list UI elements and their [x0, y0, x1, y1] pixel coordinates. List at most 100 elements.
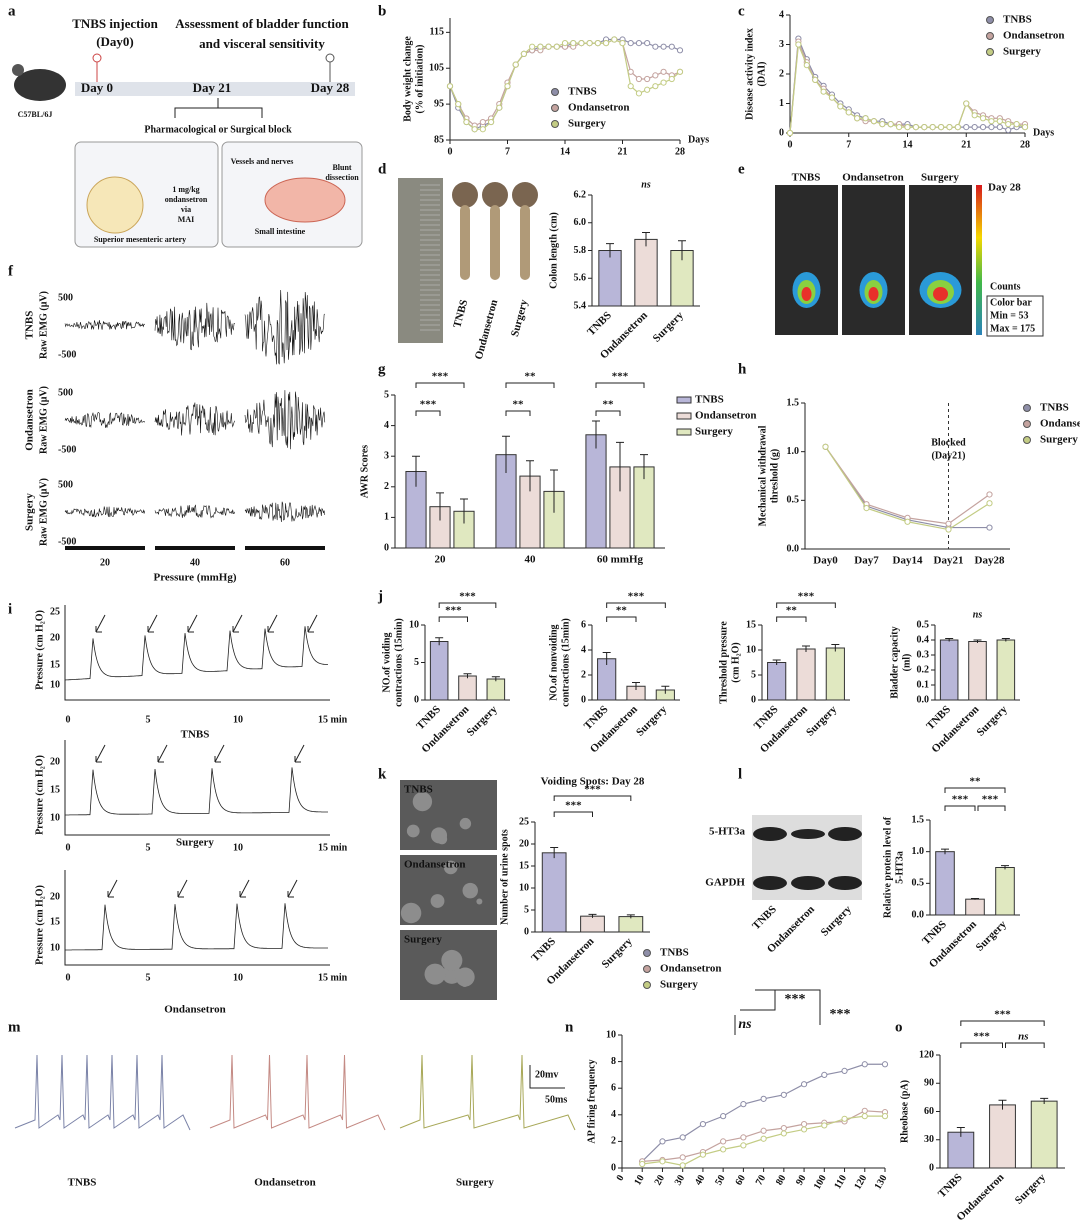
- significance: ***: [459, 591, 476, 603]
- imaging-image: [775, 185, 838, 335]
- label: 10: [50, 679, 60, 690]
- significance: **: [513, 399, 525, 411]
- x-tick-label: 0: [788, 139, 793, 150]
- point: [586, 40, 593, 47]
- point: [820, 88, 827, 95]
- point: [841, 1115, 848, 1122]
- emg-trace: [64, 412, 146, 429]
- scale-bar: [529, 1065, 565, 1089]
- y-tick-label: 20: [519, 838, 529, 849]
- y-axis-label: Threshold pressure: [718, 621, 729, 704]
- label: Ondansetron: [842, 172, 904, 184]
- label: Raw EMG (μV): [38, 386, 49, 454]
- y-tick-label: 0.3: [917, 649, 930, 660]
- trace-axis: [64, 605, 330, 701]
- panel-label: i: [8, 601, 12, 617]
- legend-marker: [1023, 436, 1031, 444]
- urine-spot: [476, 898, 483, 905]
- label: Pressure (cm H₂O): [34, 610, 45, 690]
- point: [780, 1125, 787, 1132]
- point: [881, 1061, 889, 1068]
- label: 20mv: [535, 1069, 558, 1080]
- significance-bracket: [505, 382, 555, 388]
- bar: [458, 675, 477, 701]
- point: [537, 43, 544, 50]
- y-axis-label: Mechanical withdrawal: [757, 425, 768, 526]
- label: -500: [58, 536, 76, 547]
- point: [800, 1081, 808, 1088]
- y-axis-label: Colon length (cm): [548, 212, 559, 289]
- label: 15: [50, 784, 60, 795]
- y-tick-label: 1: [779, 98, 784, 109]
- emg-trace: [244, 501, 326, 523]
- bar: [634, 238, 658, 307]
- label: Raw EMG (μV): [38, 478, 49, 546]
- error-bar: [831, 644, 840, 652]
- y-tick-label: 0.2: [917, 664, 930, 675]
- point: [887, 121, 894, 128]
- point: [861, 1113, 868, 1120]
- point: [644, 40, 651, 47]
- label: 20: [50, 756, 60, 767]
- x-tick-label: 7: [846, 139, 851, 150]
- significance: **: [786, 605, 798, 617]
- y-tick-label: 1.0: [912, 846, 925, 857]
- point: [795, 41, 802, 48]
- significance: ***: [420, 399, 437, 411]
- point: [561, 40, 569, 47]
- point: [639, 1160, 646, 1168]
- significance: ns: [1018, 1031, 1028, 1043]
- legend-label: Ondansetron: [568, 102, 630, 114]
- y-tick-label: 2: [384, 481, 389, 492]
- significance-bracket: [505, 410, 531, 416]
- point: [720, 1113, 727, 1120]
- urine-spot: [462, 882, 478, 899]
- error-bar: [973, 639, 982, 643]
- y-tick-label: 4: [611, 1109, 616, 1120]
- point: [668, 43, 675, 50]
- panel-label: k: [378, 766, 387, 782]
- signal: [868, 287, 879, 301]
- point: [504, 83, 511, 90]
- y-tick-label: 5.4: [574, 300, 587, 311]
- point: [988, 118, 995, 125]
- y-tick-label: 0: [414, 694, 419, 705]
- point: [652, 43, 659, 50]
- panel-label: m: [8, 1019, 21, 1035]
- timeline: [75, 82, 355, 96]
- y-tick-label: 105: [429, 63, 444, 74]
- point: [845, 109, 852, 116]
- bar: [1030, 1100, 1058, 1169]
- y-tick-label: 5.6: [574, 273, 587, 284]
- x-tick-label: Day28: [975, 555, 1005, 567]
- y-tick-label: 10: [519, 882, 529, 893]
- significance-bracket: [606, 616, 637, 622]
- x-tick-label: Day14: [893, 555, 923, 567]
- legend-marker: [986, 32, 994, 40]
- point: [904, 124, 911, 131]
- label: Ondansetron: [254, 1177, 316, 1189]
- legend-label: Ondansetron: [695, 410, 757, 422]
- bar: [825, 647, 845, 701]
- x-tick-label: 60 mmHg: [597, 554, 644, 566]
- y-axis-label: contractions (15min): [560, 618, 571, 707]
- y-tick-label: 5: [414, 657, 419, 668]
- significance-bracket: [438, 602, 497, 608]
- point: [760, 1095, 767, 1102]
- point: [929, 124, 936, 131]
- x-tick-label: 70: [754, 1173, 769, 1187]
- x-axis-label: Days: [1033, 127, 1054, 138]
- x-tick-label: Day7: [854, 555, 879, 567]
- x-tick-label: Day21: [934, 555, 964, 567]
- significance-bracket: [977, 805, 1006, 811]
- error-bar: [463, 673, 472, 679]
- arrow: [267, 614, 278, 633]
- y-tick-label: 90: [924, 1078, 934, 1089]
- blot-band: [828, 827, 862, 841]
- panel-label: l: [738, 766, 742, 782]
- bar: [585, 434, 607, 549]
- arrow: [232, 614, 243, 633]
- label: Small intestine: [255, 227, 306, 236]
- panel-label: b: [378, 3, 386, 19]
- significance-bracket: [606, 602, 666, 608]
